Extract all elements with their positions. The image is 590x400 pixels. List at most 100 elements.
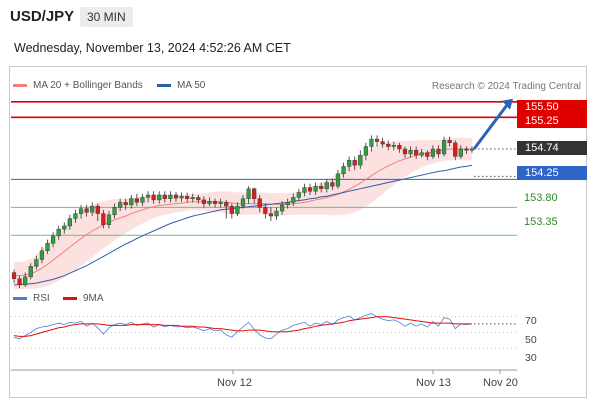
candle-body [469,148,475,151]
candle-body [252,188,257,199]
candle-body [173,194,179,199]
candle-body [330,182,335,187]
candle-body [341,166,346,175]
candle-body [296,192,301,198]
candle-body [28,266,33,278]
candle-body [419,152,424,156]
candle-body [313,186,318,192]
candle-body [45,243,50,252]
candle-body [23,276,28,286]
candle-body [218,202,223,204]
candle-body [430,148,436,157]
support-label-2: 153.35 [524,216,558,228]
candle-body [374,138,380,142]
candle-body [425,152,430,157]
rsi-swatch [13,297,27,300]
candle-body [17,278,22,286]
legend-ma50-label: MA 50 [177,80,206,91]
resistance-tag-2: 155.25 [517,114,587,128]
candle-body [257,198,262,208]
candle-body [162,194,167,199]
pivot-tag: 154.25 [517,166,587,180]
header: USD/JPY 30 MIN [0,0,590,36]
candle-body [246,188,251,199]
candle-body [263,207,268,214]
candle-body [363,146,368,156]
timeframe-badge[interactable]: 30 MIN [80,7,133,27]
candle-body [190,197,195,199]
chart-frame [9,66,587,398]
legend-ma50: MA 50 [157,80,205,91]
candle-body [358,155,363,166]
candle-body [212,200,218,204]
candle-body [402,148,408,155]
last-price-tag: 154.74 [517,141,587,155]
candle-body [307,187,313,192]
candle-body [39,250,45,260]
rsi-tick-50: 50 [525,334,537,346]
candle-body [229,205,234,214]
candle-body [352,159,357,166]
x-label-nov12: Nov 12 [217,377,252,389]
candle-body [391,145,396,147]
candle-body [285,202,290,206]
candle-body [123,202,128,206]
x-label-nov13: Nov 13 [416,377,451,389]
candle-body [129,198,134,206]
candle-body [279,204,285,212]
candle-body [118,202,123,208]
candle-body [240,198,246,207]
legend-rsi-ma: 9MA [63,293,104,304]
candle-body [201,199,207,204]
candle-body [436,148,441,155]
rsi-ma-line [13,316,472,337]
symbol-title: USD/JPY [10,8,75,25]
candle-body [235,205,240,214]
legend-rsi: RSI [13,293,50,304]
rsi-line [13,313,473,340]
candle-body [62,225,67,230]
candle-body [95,205,100,214]
candle-body [414,150,419,156]
candle-body [11,272,17,279]
candle-body [447,140,452,144]
datetime-label: Wednesday, November 13, 2024 4:52:26 AM … [14,41,291,55]
legend-bollinger: MA 20 + Bollinger Bands [13,80,143,91]
candle-body [291,197,296,203]
candle-body [84,208,89,213]
candle-body [112,207,117,216]
candle-body [56,228,61,237]
bollinger-swatch [13,84,27,87]
legend-rsi-ma-label: 9MA [83,293,104,304]
candle-body [101,213,106,225]
candle-body [34,259,39,267]
candle-body [319,186,324,189]
candle-body [106,214,112,225]
x-label-nov20: Nov 20 [483,377,518,389]
bollinger-band-fill [14,137,472,290]
resistance-tag-1: 155.50 [517,100,587,114]
candle-body [397,145,402,150]
candle-body [408,150,413,155]
candle-body [179,195,184,199]
candle-body [274,210,279,217]
support-label-1: 153.80 [524,192,558,204]
candle-body [386,143,391,147]
candle-body [369,138,374,147]
candle-body [335,173,341,187]
candle-body [67,218,72,227]
legend-bollinger-label: MA 20 + Bollinger Bands [33,80,143,91]
rsi-tick-30: 30 [525,352,537,364]
candle-body [78,208,84,214]
legend-rsi-label: RSI [33,293,50,304]
rsi-ma-swatch [63,297,77,300]
candle-body [464,148,469,151]
candle-body [453,142,458,157]
candle-body [157,194,162,201]
candle-body [380,141,385,145]
candle-body [224,202,229,207]
candle-body [145,194,151,198]
candle-body [207,200,212,204]
candle-body [324,182,329,189]
